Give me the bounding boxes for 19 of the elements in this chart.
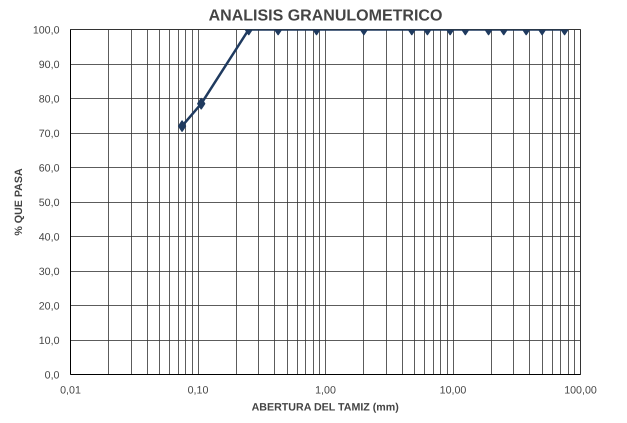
y-tick-label: 70,0 xyxy=(38,128,60,140)
y-tick-label: 60,0 xyxy=(38,162,60,174)
y-tick-label: 50,0 xyxy=(38,197,60,209)
y-tick-label: 0,0 xyxy=(44,370,60,382)
y-tick-label: 100,0 xyxy=(32,24,60,36)
y-tick-label: 90,0 xyxy=(38,59,60,71)
x-tick-label: 0,01 xyxy=(60,384,81,396)
x-tick-label: 100,00 xyxy=(564,384,597,396)
x-tick-label: 10,00 xyxy=(440,384,466,396)
chart-title: ANALISIS GRANULOMETRICO xyxy=(208,8,442,24)
y-tick-label: 40,0 xyxy=(38,232,60,244)
y-tick-label: 80,0 xyxy=(38,94,60,106)
x-axis-title: ABERTURA DEL TAMIZ (mm) xyxy=(252,402,400,414)
x-tick-label: 0,10 xyxy=(188,384,208,396)
y-axis-title: % QUE PASA xyxy=(12,168,25,236)
y-tick-label: 10,0 xyxy=(38,335,60,347)
y-tick-label: 30,0 xyxy=(38,266,60,278)
y-tick-label: 20,0 xyxy=(38,300,60,312)
x-tick-label: 1,00 xyxy=(315,384,336,396)
